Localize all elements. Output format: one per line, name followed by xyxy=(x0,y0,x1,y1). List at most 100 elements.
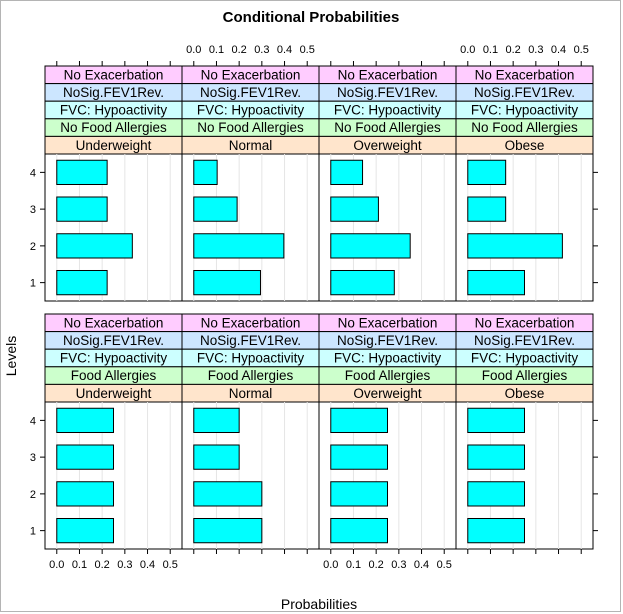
x-tick-label-bottom: 0.3 xyxy=(117,559,132,571)
y-tick-label: 4 xyxy=(30,167,36,179)
x-tick-label-bottom: 0.4 xyxy=(414,559,429,571)
strip-label: No Food Allergies xyxy=(334,120,441,135)
x-tick-label-bottom: 0.5 xyxy=(163,559,178,571)
strip-label: FVC: Hypoactivity xyxy=(197,351,305,366)
bar-level-2 xyxy=(331,234,410,258)
y-tick-label: 1 xyxy=(30,526,36,538)
x-tick-label-top: 0.0 xyxy=(186,44,201,56)
strip-label: Food Allergies xyxy=(482,368,568,383)
bar-level-4 xyxy=(194,160,217,184)
y-tick-label: 2 xyxy=(30,241,36,253)
bar-level-4 xyxy=(331,160,363,184)
x-tick-label-bottom: 0.1 xyxy=(346,559,361,571)
strip-label: NoSig.FEV1Rev. xyxy=(474,333,575,348)
y-tick-label: 3 xyxy=(30,204,36,216)
x-tick-label-top: 0.2 xyxy=(506,44,521,56)
strip-label: Food Allergies xyxy=(208,368,294,383)
x-tick-label-top: 0.1 xyxy=(483,44,498,56)
strip-label: Normal xyxy=(229,138,273,153)
strip-label: No Exacerbation xyxy=(64,67,164,82)
strip-label: No Exacerbation xyxy=(201,315,301,330)
bar-level-1 xyxy=(57,518,114,542)
bar-level-2 xyxy=(468,234,563,258)
strip-label: No Exacerbation xyxy=(475,315,575,330)
bar-level-3 xyxy=(331,445,388,469)
bar-level-3 xyxy=(331,197,379,221)
strip-label: NoSig.FEV1Rev. xyxy=(200,85,301,100)
strip-label: No Food Allergies xyxy=(197,120,304,135)
strip-label: No Exacerbation xyxy=(64,315,164,330)
strip-label: No Exacerbation xyxy=(475,67,575,82)
strip-label: Underweight xyxy=(76,386,152,401)
bar-level-2 xyxy=(331,482,388,506)
strip-label: FVC: Hypoactivity xyxy=(471,351,579,366)
x-tick-label-top: 0.0 xyxy=(460,44,475,56)
bar-level-4 xyxy=(468,408,525,432)
strip-label: No Exacerbation xyxy=(338,315,438,330)
bar-level-2 xyxy=(468,482,525,506)
strip-label: No Exacerbation xyxy=(338,67,438,82)
y-tick-label: 1 xyxy=(30,278,36,290)
x-tick-label-top: 0.1 xyxy=(209,44,224,56)
strip-label: No Exacerbation xyxy=(201,67,301,82)
bar-level-2 xyxy=(57,482,114,506)
x-tick-label-bottom: 0.1 xyxy=(72,559,87,571)
bar-level-1 xyxy=(331,518,388,542)
strip-label: FVC: Hypoactivity xyxy=(60,103,168,118)
bar-level-4 xyxy=(57,408,114,432)
strip-label: Obese xyxy=(505,386,545,401)
strip-label: FVC: Hypoactivity xyxy=(334,103,442,118)
bar-level-2 xyxy=(194,234,284,258)
bar-level-1 xyxy=(468,518,525,542)
strip-label: NoSig.FEV1Rev. xyxy=(63,333,164,348)
x-axis-label: Probabilities xyxy=(281,596,357,612)
panel-6: No Exacerbation NoSig.FEV1Rev. FVC: Hypoac… xyxy=(182,314,319,549)
strip-label: Food Allergies xyxy=(345,368,431,383)
bar-level-3 xyxy=(468,445,525,469)
x-tick-label-top: 0.4 xyxy=(277,44,292,56)
bar-level-3 xyxy=(57,197,107,221)
bar-level-1 xyxy=(194,270,261,294)
bar-level-3 xyxy=(57,445,114,469)
x-tick-label-bottom: 0.2 xyxy=(95,559,110,571)
bar-level-4 xyxy=(194,408,239,432)
panel-7: No Exacerbation NoSig.FEV1Rev. FVC: Hypoac… xyxy=(319,314,456,549)
strip-label: FVC: Hypoactivity xyxy=(197,103,305,118)
strip-label: No Food Allergies xyxy=(471,120,578,135)
bar-level-2 xyxy=(194,482,262,506)
strip-label: NoSig.FEV1Rev. xyxy=(337,85,438,100)
x-tick-label-top: 0.5 xyxy=(574,44,589,56)
bar-level-3 xyxy=(468,197,506,221)
panel-1: No Exacerbation NoSig.FEV1Rev. FVC: Hypoac… xyxy=(45,66,182,301)
strip-label: NoSig.FEV1Rev. xyxy=(63,85,164,100)
x-tick-label-top: 0.2 xyxy=(232,44,247,56)
bar-level-4 xyxy=(57,160,107,184)
x-tick-label-bottom: 0.0 xyxy=(49,559,64,571)
chart-title: Conditional Probabilities xyxy=(223,9,400,26)
x-tick-label-top: 0.5 xyxy=(300,44,315,56)
panel-8: No Exacerbation NoSig.FEV1Rev. FVC: Hypoac… xyxy=(456,314,593,549)
strip-label: Obese xyxy=(505,138,545,153)
x-tick-label-bottom: 0.2 xyxy=(369,559,384,571)
x-tick-label-top: 0.4 xyxy=(551,44,566,56)
y-tick-label: 3 xyxy=(30,452,36,464)
bar-level-1 xyxy=(331,270,395,294)
bar-level-1 xyxy=(57,270,107,294)
panel-5: No Exacerbation NoSig.FEV1Rev. FVC: Hypoac… xyxy=(45,314,182,549)
x-tick-label-top: 0.3 xyxy=(528,44,543,56)
strip-label: Normal xyxy=(229,386,273,401)
bar-level-1 xyxy=(194,518,262,542)
strip-label: FVC: Hypoactivity xyxy=(60,351,168,366)
strip-label: NoSig.FEV1Rev. xyxy=(474,85,575,100)
strip-label: NoSig.FEV1Rev. xyxy=(337,333,438,348)
x-tick-label-bottom: 0.5 xyxy=(437,559,452,571)
panel-4: No Exacerbation NoSig.FEV1Rev. FVC: Hypoac… xyxy=(456,66,593,301)
strip-label: Overweight xyxy=(353,138,422,153)
panel-2: No Exacerbation NoSig.FEV1Rev. FVC: Hypoac… xyxy=(182,66,319,301)
bar-level-3 xyxy=(194,445,239,469)
panels-layer: No Exacerbation NoSig.FEV1Rev. FVC: Hypoac… xyxy=(30,44,598,571)
y-tick-label: 4 xyxy=(30,415,36,427)
bar-level-3 xyxy=(194,197,237,221)
y-tick-label: 2 xyxy=(30,489,36,501)
